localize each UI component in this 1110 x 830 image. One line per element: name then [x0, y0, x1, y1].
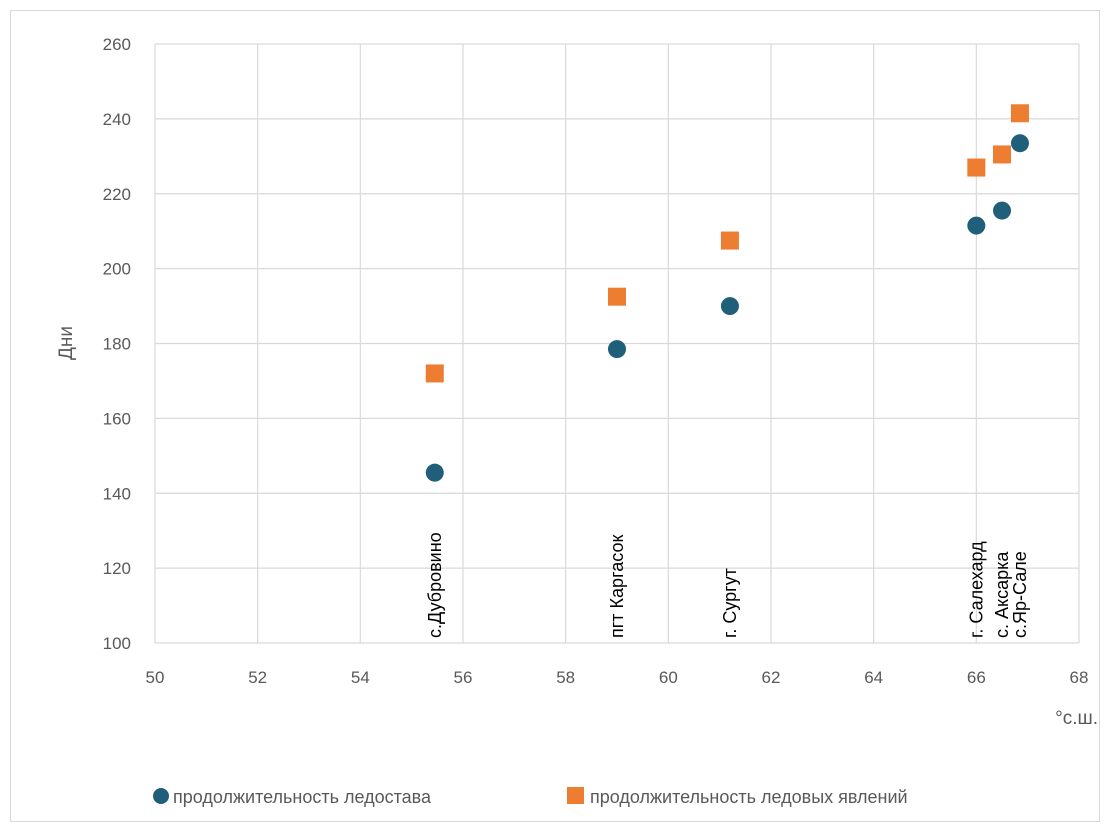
y-tick-label: 180: [103, 335, 131, 354]
y-tick-label: 160: [103, 409, 131, 428]
station-label: пгт Каргасок: [607, 535, 627, 638]
y-tick-label: 120: [103, 559, 131, 578]
point-ice-phenomena: [425, 364, 444, 383]
legend-label-ice-phenomena: продолжительность ледовых явлений: [590, 787, 908, 807]
x-tick-label: 52: [248, 668, 267, 687]
legend: продолжительность ледостава продолжительн…: [153, 787, 908, 807]
grid-lines: [154, 43, 1080, 644]
x-tick-label: 54: [351, 668, 370, 687]
point-ice-cover: [608, 340, 626, 359]
x-tick-label: 58: [556, 668, 575, 687]
station-label: г. Сургут: [720, 568, 740, 638]
point-ice-cover: [993, 201, 1011, 220]
x-tick-label: 60: [659, 668, 678, 687]
point-ice-phenomena: [608, 287, 626, 306]
x-tick-label: 56: [454, 668, 473, 687]
x-axis-ticks: 50 52 54 56 58 60 62 64 66 68: [146, 668, 1089, 687]
x-tick-label: 50: [146, 668, 165, 687]
y-tick-label: 240: [103, 110, 131, 129]
x-axis-title: °с.ш.: [1055, 708, 1098, 729]
y-tick-label: 220: [103, 185, 131, 204]
y-axis-ticks: 100 120 140 160 180 200 220 240 260: [103, 35, 131, 653]
point-ice-cover: [425, 463, 444, 482]
y-tick-label: 260: [103, 35, 131, 54]
legend-label-ice-cover: продолжительность ледостава: [173, 787, 432, 807]
point-ice-phenomena: [993, 145, 1011, 164]
y-tick-label: 200: [103, 260, 131, 279]
chart-frame: [10, 10, 1100, 822]
data-points: [425, 104, 1029, 482]
point-ice-cover: [1010, 134, 1029, 153]
x-tick-label: 62: [762, 668, 781, 687]
station-label: г. Салехард: [966, 541, 986, 638]
station-label: с.Дубровино: [425, 532, 445, 638]
station-label: с. Аксарка: [992, 551, 1012, 638]
x-tick-label: 68: [1070, 668, 1089, 687]
point-ice-phenomena: [967, 158, 986, 177]
station-label: с.Яр-Сале: [1010, 551, 1030, 638]
legend-marker-ice-cover: [153, 788, 169, 804]
station-annotations: с.Дубровино пгт Каргасок г. Сургут г. Салех…: [425, 532, 1030, 638]
point-ice-cover: [720, 297, 739, 316]
point-ice-cover: [967, 216, 986, 235]
point-ice-phenomena: [720, 231, 739, 250]
y-tick-label: 140: [103, 484, 131, 503]
legend-marker-ice-phenomena: [567, 787, 584, 804]
x-tick-label: 64: [864, 668, 883, 687]
point-ice-phenomena: [1010, 104, 1029, 123]
x-tick-label: 66: [967, 668, 986, 687]
y-tick-label: 100: [103, 634, 131, 653]
y-axis-title: Дни: [56, 326, 77, 360]
